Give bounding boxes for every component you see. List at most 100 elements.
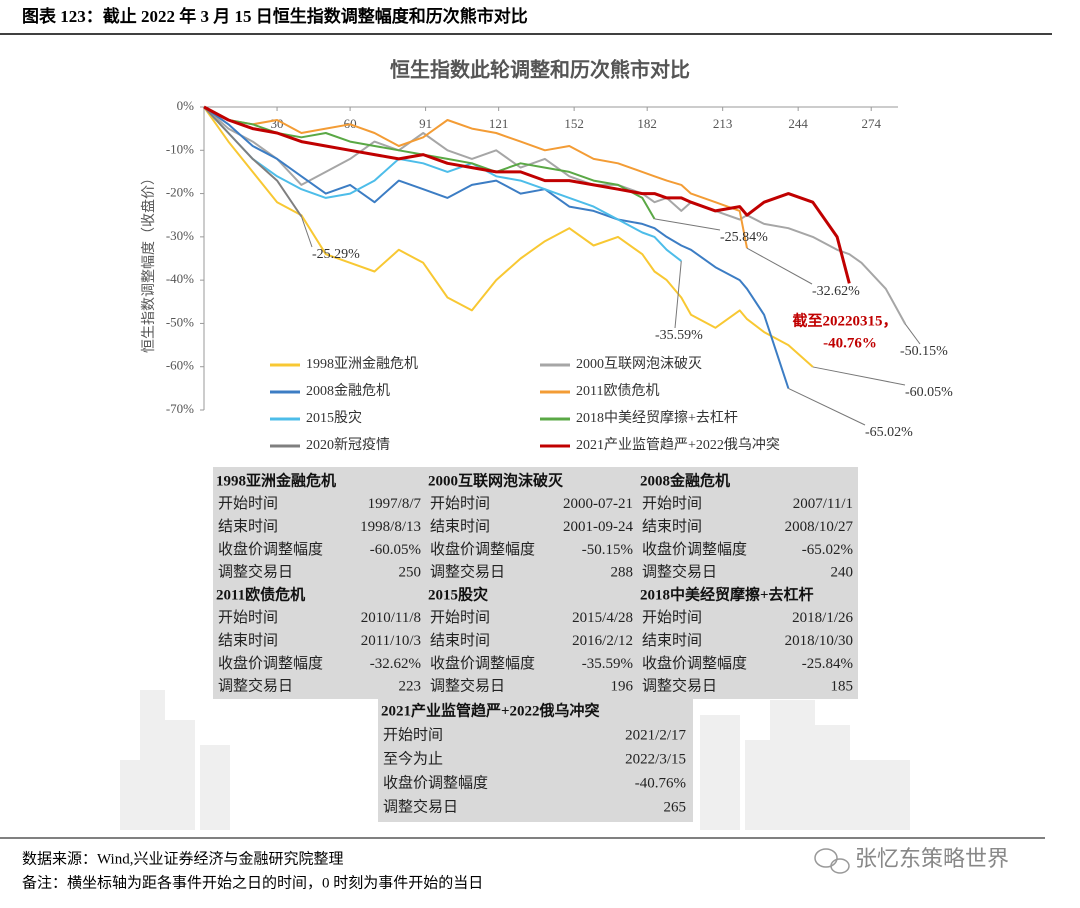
table-cell-label: 结束时间: [218, 632, 278, 649]
table-cell-label: 收盘价调整幅度: [642, 540, 747, 558]
legend-label: 2020新冠疫情: [306, 437, 390, 453]
x-tick-label: 182: [637, 116, 657, 131]
series-line: [203, 106, 303, 218]
series-line: [203, 105, 851, 284]
data-label: -35.59%: [655, 328, 703, 343]
table-cell-value: 1998/8/13: [360, 519, 421, 535]
watermark-icon: [814, 848, 850, 874]
legend-label: 2008金融危机: [306, 383, 390, 399]
table-cell-value: 2021/2/17: [625, 727, 686, 743]
series-line: [203, 106, 748, 249]
table-background: [213, 467, 858, 699]
table-cell-label: 结束时间: [430, 632, 490, 649]
series-line: [203, 106, 814, 368]
table-cell-value: -65.02%: [802, 542, 853, 558]
series-line: [203, 106, 790, 389]
table-cell-value: -50.15%: [582, 542, 633, 558]
x-tick-label: 274: [861, 116, 881, 131]
table-cell-value: -40.76%: [635, 775, 686, 791]
table-cell-label: 收盘价调整幅度: [218, 540, 323, 558]
x-tick-label: 152: [564, 116, 584, 131]
table-cell-value: 2008/10/27: [785, 519, 854, 535]
table-cell-value: 265: [664, 799, 687, 815]
leader-line: [300, 216, 313, 248]
header-title: 图表 123：截止 2022 年 3 月 15 日恒生指数调整幅度和历次熊市对比: [22, 6, 528, 26]
table-cell-value: 2018/1/26: [792, 610, 853, 626]
annotation: 截至20220315，: [792, 311, 897, 329]
table-block-title: 2011欧债危机: [216, 585, 305, 603]
data-label: -65.02%: [865, 425, 913, 440]
leader-line: [904, 323, 921, 345]
table-cell-label: 收盘价调整幅度: [430, 540, 535, 558]
table-cell-value: 288: [611, 565, 634, 581]
x-tick-label: 91: [419, 116, 432, 131]
leader-line: [788, 387, 866, 426]
table-cell-value: 2010/11/8: [361, 610, 421, 626]
table-cell-label: 开始时间: [383, 726, 443, 743]
table-cell-label: 调整交易日: [642, 563, 717, 581]
legend-label: 2000互联网泡沫破灭: [576, 356, 702, 372]
table-block-title: 2018中美经贸摩擦+去杠杆: [640, 585, 814, 603]
table-cell-label: 开始时间: [218, 495, 278, 512]
table-cell-value: -60.05%: [370, 542, 421, 558]
leader-line: [812, 366, 906, 386]
table-cell-label: 调整交易日: [430, 563, 505, 581]
footer-source: 数据来源：Wind,兴业证券经济与金融研究院整理: [22, 849, 343, 867]
y-tick-label: -40%: [166, 271, 194, 286]
table-cell-label: 调整交易日: [218, 563, 293, 581]
y-tick-label: -30%: [166, 228, 194, 243]
table-cell-value: 1997/8/7: [368, 496, 422, 512]
y-tick-label: -10%: [166, 141, 194, 156]
table-cell-label: 调整交易日: [218, 677, 293, 695]
table-cell-label: 至今为止: [383, 750, 443, 767]
leader-line: [654, 218, 721, 231]
table-cell-value: 250: [399, 565, 422, 581]
data-label: -50.15%: [900, 344, 948, 359]
x-tick-label: 213: [713, 116, 733, 131]
table-cell-label: 开始时间: [218, 609, 278, 626]
data-label: -32.62%: [812, 284, 860, 299]
table-background: [378, 699, 693, 822]
table-block-title: 2021产业监管趋严+2022俄乌冲突: [381, 701, 600, 719]
table-cell-value: 223: [399, 679, 422, 695]
table-cell-label: 结束时间: [642, 518, 702, 535]
table-cell-label: 调整交易日: [430, 677, 505, 695]
leader-line: [674, 261, 682, 329]
series-line: [203, 106, 907, 325]
table-cell-label: 收盘价调整幅度: [642, 654, 747, 672]
y-tick-label: -20%: [166, 185, 194, 200]
y-axis-label: 恒生指数调整幅度（收盘价）: [140, 171, 157, 353]
skyline-decoration: [120, 690, 910, 830]
y-tick-label: 0%: [177, 98, 195, 113]
watermark: 张忆东策略世界: [855, 847, 1009, 872]
table-cell-value: 2001-09-24: [563, 519, 633, 535]
table-cell-value: 196: [611, 679, 634, 695]
footer-note: 备注：横坐标轴为距各事件开始之日的时间，0 时刻为事件开始的当日: [22, 874, 483, 891]
table-cell-label: 调整交易日: [383, 797, 458, 815]
legend-label: 2018中美经贸摩擦+去杠杆: [576, 409, 738, 426]
table-cell-value: 185: [831, 679, 854, 695]
table-cell-label: 开始时间: [642, 609, 702, 626]
table-cell-label: 结束时间: [218, 518, 278, 535]
table-cell-label: 开始时间: [430, 609, 490, 626]
table-cell-label: 收盘价调整幅度: [430, 654, 535, 672]
table-cell-label: 结束时间: [642, 632, 702, 649]
table-cell-value: 2018/10/30: [785, 633, 853, 649]
leader-line: [746, 247, 813, 285]
legend-label: 1998亚洲金融危机: [306, 356, 418, 372]
series-line: [203, 106, 682, 262]
table-cell-label: 开始时间: [642, 495, 702, 512]
x-tick-label: 244: [788, 116, 808, 131]
table-block-title: 1998亚洲金融危机: [216, 471, 336, 489]
y-tick-label: -70%: [166, 401, 194, 416]
legend-label: 2011欧债危机: [576, 383, 659, 399]
table-cell-value: 240: [831, 565, 854, 581]
x-tick-label: 121: [489, 116, 509, 131]
table-cell-value: 2016/2/12: [572, 633, 633, 649]
data-label: -40.76%: [823, 335, 877, 351]
table-cell-label: 调整交易日: [642, 677, 717, 695]
table-cell-label: 开始时间: [430, 495, 490, 512]
data-label: -25.29%: [312, 247, 360, 262]
